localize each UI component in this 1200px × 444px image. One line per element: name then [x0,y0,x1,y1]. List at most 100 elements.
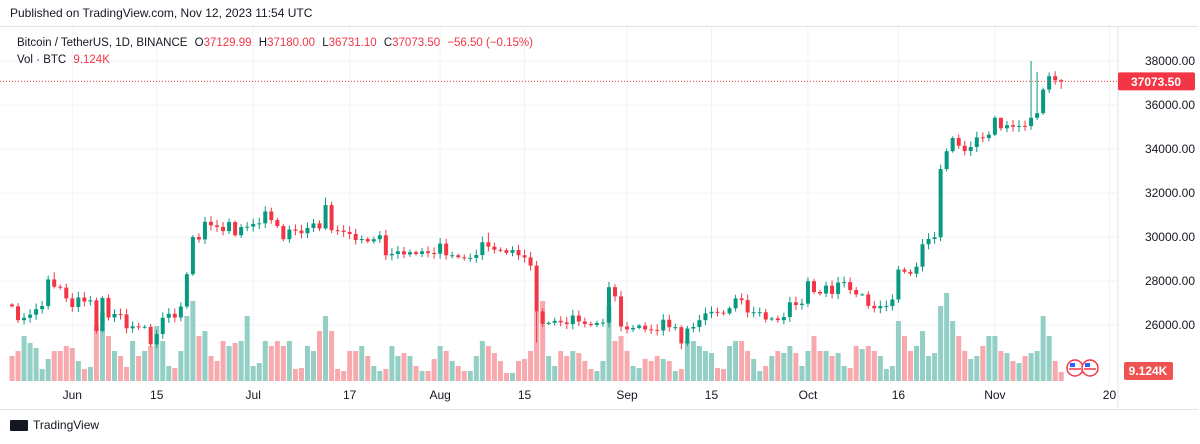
us-flag-event-icon [1066,359,1084,377]
symbol-title[interactable]: Bitcoin / TetherUS, 1D, BINANCE [17,37,188,49]
volume-bar [817,351,823,381]
time-axis-label: 15 [518,388,532,402]
low-value: L36731.10 [322,37,376,49]
volume-bar [570,351,576,381]
candle-body [576,315,581,322]
candle-body [775,318,780,321]
candle-body [805,281,810,304]
candle-body [444,243,449,256]
volume-bar [745,351,751,381]
candle-body [600,322,605,324]
volume-bar [190,301,196,381]
volume-bar [986,336,992,381]
candle-body [872,305,877,309]
volume-bar [859,349,865,381]
published-caption: Published on TradingView.com, Nov 12, 20… [10,6,313,20]
us-flag-canton-icon [1070,363,1075,367]
volume-label[interactable]: Vol · BTC [17,54,67,66]
candle-body [516,249,521,256]
candle-body [799,303,804,305]
time-axis-label: Sep [616,388,638,402]
last-price-badge [1118,72,1195,91]
candle-body [745,300,750,313]
volume-bar [455,366,461,381]
candle-body [685,328,690,344]
candle-body [836,282,841,294]
volume-bar [69,348,75,381]
candle-body [1010,125,1015,127]
candle-body [124,314,129,329]
volume-bar [666,361,672,381]
low-number: 36731.10 [328,37,377,49]
candle-body [389,253,394,256]
candle-body [299,230,304,234]
candle-body [667,319,672,328]
candle-body [594,323,599,325]
volume-bar [715,368,721,381]
candle-body [890,299,895,307]
close-value: C37073.50 [384,37,440,49]
volume-bar [184,316,190,381]
chart-frame[interactable] [0,26,1198,410]
volume-bar [612,341,618,381]
candle-body [1053,76,1058,81]
high-value: H37180.00 [259,37,315,49]
candle-body [1017,125,1022,127]
volume-bar [226,346,232,381]
volume-bar [274,341,280,381]
volume-bar [154,326,160,381]
volume-bar [757,371,763,381]
volume-bar [835,353,841,381]
volume-bar [335,369,341,381]
candle-body [94,300,99,331]
time-axis-label: 15 [705,388,719,402]
candle-body [221,226,226,232]
candle-body [848,282,853,291]
candle-body [546,322,551,324]
candle-body [842,282,847,284]
low-label: L [322,37,329,49]
time-axis-label: Jul [246,388,261,402]
footer-brand[interactable]: TradingView [33,418,100,432]
candle-body [992,117,997,135]
candle-body [88,300,93,302]
volume-bar [516,361,522,381]
price-axis-label: 34000.00 [1145,142,1195,156]
candle-body [824,285,829,294]
candle-body [703,313,708,321]
volume-bar [443,351,449,381]
candle-body [643,325,648,330]
volume-bar [636,368,642,381]
high-label: H [258,37,268,49]
candle-body [962,145,967,151]
volume-bar [992,336,998,381]
volume-bar [853,346,859,381]
volume-bar [371,366,377,381]
volume-bar [256,363,262,381]
volume-bar [901,336,907,381]
volume-bar [660,359,666,381]
candle-body [407,252,412,255]
volume-bar [353,351,359,381]
candle-body [944,151,949,170]
candle-body [956,138,961,146]
candle-body [383,235,388,256]
volume-bar [298,368,304,381]
candle-body [1059,80,1064,82]
volume-bar [437,346,443,381]
volume-bar [1034,351,1040,381]
volume-bar [130,341,136,381]
candle-body [884,306,889,308]
candle-body [76,297,81,307]
volume-bar [262,341,268,381]
ohlc-row: Bitcoin / TetherUS, 1D, BINANCE O37129.9… [17,35,537,52]
volume-bar [654,356,660,381]
volume-bar [449,361,455,381]
volume-bar [311,351,316,381]
tradingview-logo-icon [10,419,28,431]
candle-body [570,315,575,325]
candle-body [763,312,768,320]
volume-bar [865,346,871,381]
volume-bar [425,371,431,381]
